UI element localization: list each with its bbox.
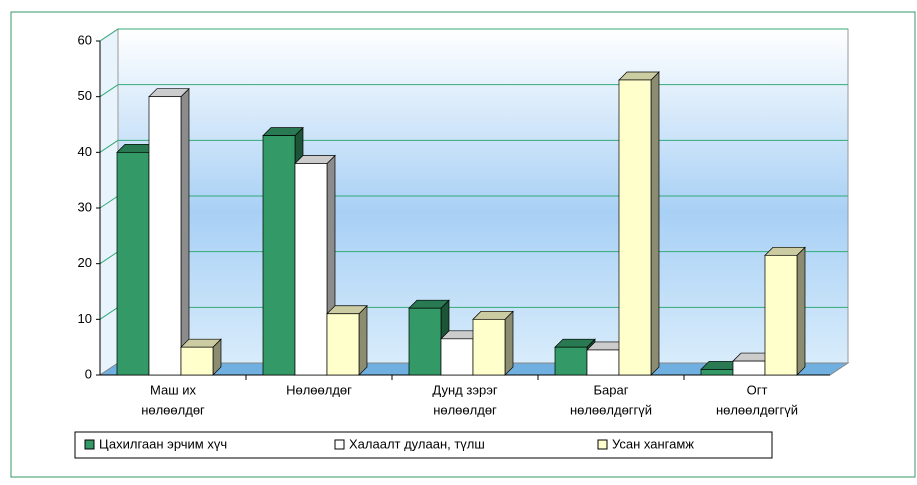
bar [180, 346, 214, 376]
bar [148, 96, 182, 376]
x-tick-label: Бараг [594, 382, 629, 397]
grid-line [99, 306, 119, 320]
grid-line [99, 139, 119, 153]
bar [294, 163, 328, 376]
bar [700, 369, 734, 376]
y-tick-label: 0 [85, 366, 92, 381]
bar [262, 135, 296, 376]
x-tick-label: Огт [747, 382, 768, 397]
y-tick-label: 60 [78, 32, 92, 47]
bar-side [650, 71, 660, 376]
grid-line [99, 84, 119, 98]
bar [472, 318, 506, 376]
legend-box [74, 431, 773, 459]
bar [618, 79, 652, 376]
y-tick-label: 50 [78, 88, 92, 103]
y-tick-label: 40 [78, 144, 92, 159]
legend-label: Халаалт дулаан, түлш [349, 436, 485, 451]
grid-line [99, 251, 119, 265]
bar-side [180, 87, 190, 376]
x-tick-label: Маш их [150, 382, 197, 397]
x-tick-label: нөлөөлдөггүй [570, 402, 652, 417]
legend-swatch [597, 439, 608, 450]
legend-label: Усан хангамж [612, 436, 694, 451]
x-tick-label: нөлөөлдөггүй [716, 402, 798, 417]
bar-side [358, 304, 368, 376]
bar [586, 349, 620, 376]
frame [10, 11, 916, 478]
x-tick-label: Дунд зэрэг [432, 382, 497, 397]
bar [554, 346, 588, 376]
y-tick-label: 10 [78, 311, 92, 326]
bar [764, 254, 798, 376]
bar-side [796, 246, 806, 376]
legend-label: Цахилгаан эрчим хүч [99, 436, 227, 451]
x-tick-label: нөлөөлдөг [141, 402, 205, 417]
bar [116, 151, 150, 376]
grid-line [99, 195, 119, 209]
x-tick-label: Нөлөөлдөг [286, 382, 352, 397]
y-tick-label: 30 [78, 199, 92, 214]
bar [732, 360, 766, 376]
y-tick-label: 20 [78, 255, 92, 270]
bar [326, 313, 360, 376]
legend-swatch [334, 439, 345, 450]
bar-side [504, 310, 514, 376]
grid-line [99, 28, 119, 42]
bar [440, 338, 474, 376]
legend-swatch [84, 439, 95, 450]
bar [408, 307, 442, 376]
x-tick-label: нөлөөлдөг [433, 402, 497, 417]
